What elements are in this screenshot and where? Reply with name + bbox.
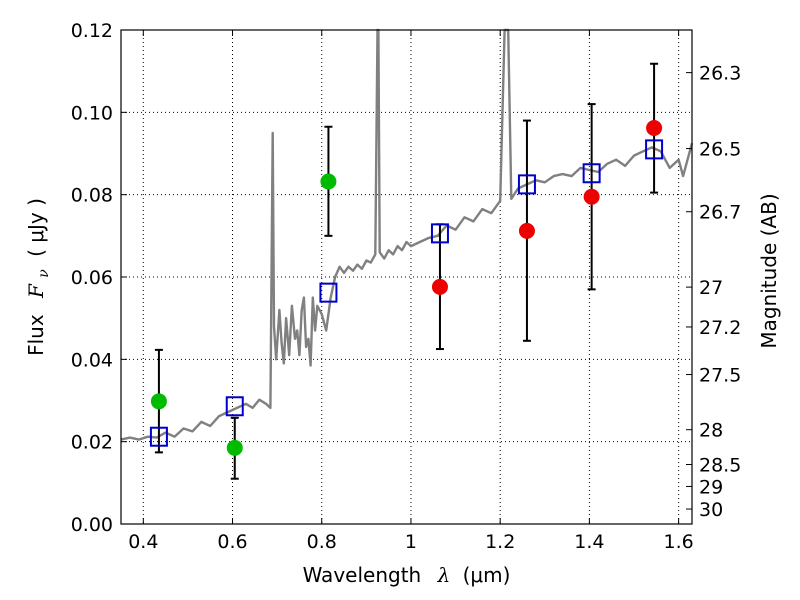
axis-ticks: 0.4 0.6 0.8 1 1.2 1.4 1.6 0.00 0.02 0.04 0.06 0.08 0… (71, 20, 742, 553)
x-tick-label: 0.8 (307, 531, 337, 553)
y-axis-label-text: Flux (24, 314, 48, 356)
x-tick-label: 1.2 (485, 531, 515, 553)
x-tick-label: 1.6 (664, 531, 694, 553)
y2-tick-label: 28.5 (699, 454, 741, 476)
plot-frame (120, 29, 693, 525)
y-axis-subscript: ν (36, 269, 52, 278)
y2-tick-label: 29 (699, 476, 723, 498)
model-point-square (645, 139, 664, 160)
y-tick-label: 0.10 (71, 102, 113, 124)
x-tick-label: 1 (405, 531, 417, 553)
y-axis-label: Flux F ν ( μJy ) (24, 198, 53, 356)
grid (121, 30, 692, 524)
x-axis-unit: (μm) (463, 563, 511, 587)
y-tick-label: 0.04 (71, 349, 113, 371)
y2-tick-label: 27.5 (699, 365, 741, 387)
y-tick-label: 0.08 (71, 185, 113, 207)
x-axis-symbol: λ (437, 563, 451, 587)
green-data-point (226, 439, 243, 456)
model-point-square (319, 282, 338, 303)
red-data-point (646, 119, 663, 136)
x-tick-label: 0.4 (128, 531, 158, 553)
y2-tick-label: 27 (699, 277, 723, 299)
model-point-square (430, 223, 449, 244)
y-axis-unit: ( μJy ) (24, 198, 48, 257)
y-tick-label: 0.12 (71, 20, 113, 42)
y2-tick-label: 30 (699, 499, 723, 521)
y2-tick-label: 26.5 (699, 139, 741, 161)
model-point-square (149, 426, 168, 447)
data-markers (149, 119, 664, 456)
model-point-square (582, 163, 601, 184)
y2-tick-label: 26.7 (699, 202, 741, 224)
y2-tick-label: 26.3 (699, 63, 741, 85)
spectrum-series (120, 28, 694, 441)
red-data-point (431, 278, 448, 295)
error-bars (154, 62, 659, 480)
y-tick-label: 0.06 (71, 267, 113, 289)
spectrum-line (120, 28, 694, 441)
y2-tick-label: 28 (699, 420, 723, 442)
y-axis-symbol: F (24, 283, 48, 299)
x-axis-label-text: Wavelength (303, 563, 422, 587)
green-data-point (150, 393, 167, 410)
model-point-square (517, 174, 536, 195)
green-data-point (320, 173, 337, 190)
y-tick-label: 0.02 (71, 432, 113, 454)
x-tick-label: 1.4 (574, 531, 604, 553)
red-data-point (583, 188, 600, 205)
x-axis-label: Wavelength λ (μm) (303, 563, 511, 587)
model-point-square (225, 396, 244, 417)
red-data-point (518, 222, 535, 239)
x-tick-label: 0.6 (217, 531, 247, 553)
y2-axis-label: Magnitude (AB) (757, 193, 781, 348)
y2-tick-label: 27.2 (699, 317, 741, 339)
y-tick-label: 0.00 (71, 514, 113, 536)
